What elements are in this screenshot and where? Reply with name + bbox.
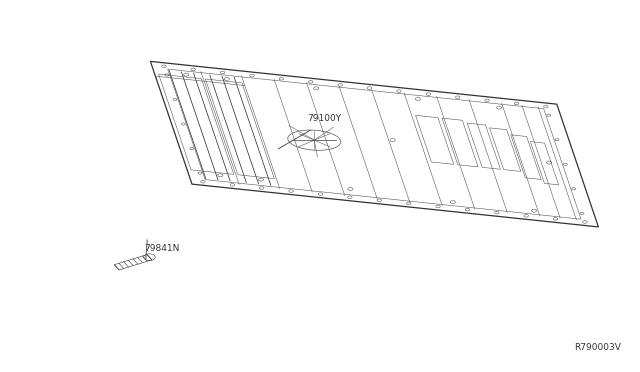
Text: 79841N: 79841N <box>144 244 179 253</box>
Text: 79100Y: 79100Y <box>307 114 341 123</box>
Text: R790003V: R790003V <box>574 343 621 352</box>
